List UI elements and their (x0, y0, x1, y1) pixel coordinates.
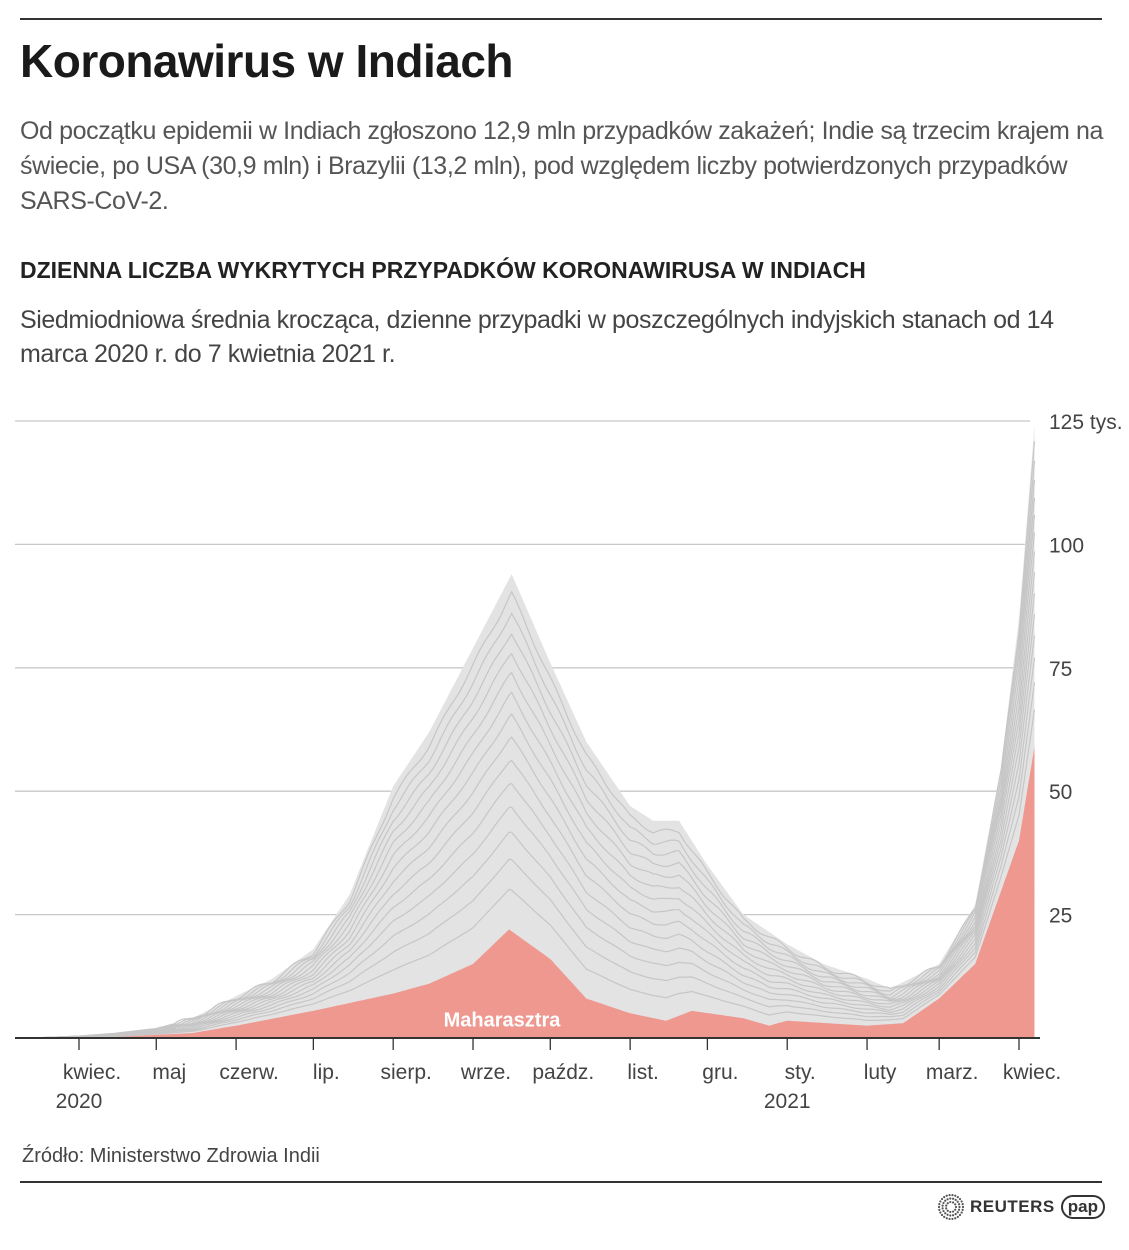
reuters-logo-icon (938, 1194, 964, 1220)
x-year-label: 2020 (56, 1090, 103, 1113)
x-year-label: 2021 (764, 1090, 811, 1113)
maharashtra-area (32, 746, 1035, 1038)
state-line (32, 480, 1036, 1039)
x-tick-label: maj (152, 1061, 186, 1084)
x-tick-label: list. (627, 1061, 659, 1084)
chart-title: DZIENNA LICZBA WYKRYTYCH PRZYPADKÓW KORO… (20, 257, 866, 283)
state-line (32, 551, 1036, 1039)
x-tick-label: kwiec. (1003, 1061, 1061, 1084)
state-line (32, 709, 1036, 1039)
y-tick-label: 75 (1049, 658, 1072, 681)
logos: REUTERS pap (938, 1194, 1105, 1220)
maharashtra-label: Maharasztra (444, 1010, 562, 1032)
state-line (32, 532, 1036, 1039)
state-line (32, 514, 1036, 1039)
state-line (32, 682, 1036, 1039)
x-tick-label: czerw. (219, 1061, 279, 1084)
x-tick-label: gru. (702, 1061, 738, 1084)
reuters-logo: REUTERS (970, 1197, 1055, 1216)
x-tick-label: sty. (785, 1061, 816, 1084)
y-tick-label: 100 (1049, 534, 1084, 557)
state-line (32, 441, 1036, 1039)
x-tick-label: paźdz. (532, 1061, 594, 1084)
y-tick-label: 25 (1049, 905, 1072, 928)
x-tick-label: kwiec. (63, 1061, 121, 1084)
pap-logo: pap (1060, 1195, 1105, 1219)
y-tick-label: 50 (1049, 781, 1072, 804)
chart: 25 50 75 100 125 tys. Maharasztra kwiec. 2020 ma… (15, 411, 1123, 1113)
x-tick-label: marz. (926, 1061, 979, 1084)
lead-text: Od początku epidemii w Indiach zgłoszono… (20, 117, 1103, 215)
page-title: Koronawirus w Indiach (20, 35, 514, 87)
x-tick-label: lip. (313, 1061, 340, 1084)
x-tick-label: sierp. (381, 1061, 432, 1084)
x-tick-label: wrze. (460, 1061, 511, 1084)
source-note: Źródło: Ministerstwo Zdrowia Indii (22, 1145, 320, 1167)
x-tick-label: luty (864, 1061, 897, 1084)
chart-subtitle: Siedmiodniowa średnia krocząca, dzienne … (20, 306, 1054, 368)
state-line (32, 657, 1036, 1039)
y-tick-label: 125 tys. (1049, 411, 1123, 434)
bottom-rule (20, 1181, 1102, 1183)
top-rule (20, 18, 1102, 20)
others-area (32, 425, 1035, 1038)
state-line (32, 635, 1036, 1039)
state-line (32, 614, 1036, 1039)
